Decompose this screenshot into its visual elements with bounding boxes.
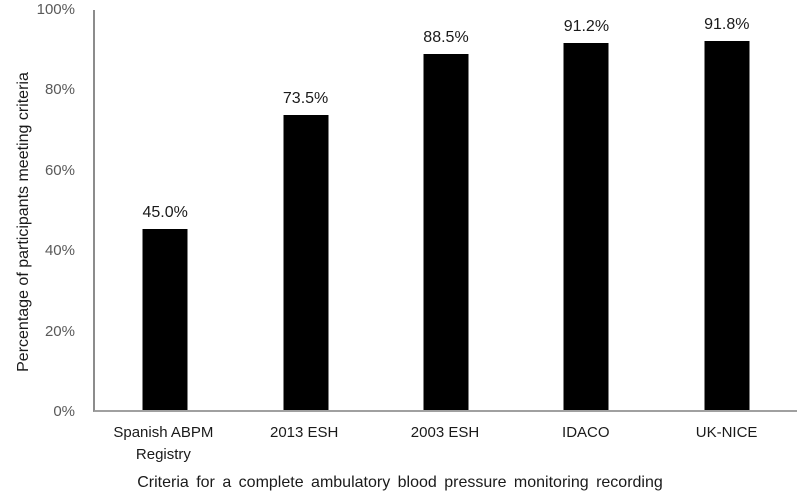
x-category-label: Spanish ABPM Registry xyxy=(113,424,214,463)
x-category-label: UK-NICE xyxy=(695,424,758,441)
y-tick-label: 20% xyxy=(44,322,75,340)
y-tick-label: 40% xyxy=(44,242,75,260)
bar-cell: 88.5% xyxy=(376,10,516,410)
x-axis-category-labels: Spanish ABPM Registry 2013 ESH 2003 ESH IDA… xyxy=(93,422,797,466)
y-tick-label: 100% xyxy=(36,1,75,18)
x-category-label: 2013 ESH xyxy=(270,424,339,441)
bar xyxy=(283,114,329,410)
y-tick-label: 60% xyxy=(44,161,75,179)
bar xyxy=(423,54,469,410)
bar-cell: 45.0% xyxy=(95,10,235,410)
x-axis-title: Criteria for a complete ambulatory blood… xyxy=(137,474,663,491)
bar xyxy=(563,43,609,410)
bar-value-label: 73.5% xyxy=(282,89,329,107)
bar-value-label: 91.8% xyxy=(704,15,750,33)
y-tick-label: 80% xyxy=(44,81,75,99)
bar-value-label: 45.0% xyxy=(142,204,188,222)
y-tick-label: 0% xyxy=(53,403,75,420)
bar-cell: 73.5% xyxy=(235,10,375,410)
x-category-label: IDACO xyxy=(562,424,610,441)
bar-value-label: 88.5% xyxy=(423,29,469,47)
x-category-label: 2003 ESH xyxy=(410,424,480,441)
bar-value-label: 91.2% xyxy=(563,18,610,36)
bar xyxy=(142,229,188,410)
bar xyxy=(704,40,750,410)
y-axis-ticks: 0% 20% 40% 60% 80% 100% xyxy=(0,1,85,420)
plot-area: 45.0% 73.5% 88.5% 91.2% 91.8% xyxy=(93,10,797,412)
bar-cell: 91.8% xyxy=(657,10,797,410)
bar-cell: 91.2% xyxy=(516,10,656,410)
